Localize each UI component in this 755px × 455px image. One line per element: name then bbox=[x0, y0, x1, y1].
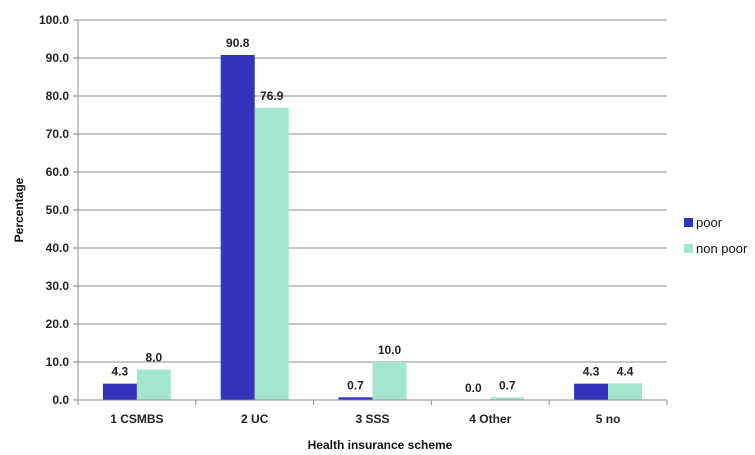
legend-label: non poor bbox=[696, 241, 748, 256]
x-tick-label: 3 SSS bbox=[355, 412, 389, 426]
y-tick-label: 40.0 bbox=[46, 241, 70, 255]
data-label: 0.0 bbox=[465, 381, 482, 395]
data-label: 8.0 bbox=[146, 351, 163, 365]
bar-poor-1 bbox=[102, 383, 137, 400]
legend-swatch-non-poor bbox=[684, 244, 693, 253]
data-label: 76.9 bbox=[260, 89, 284, 103]
bar-poor-5 bbox=[574, 383, 609, 400]
y-axis-tick-labels: 0.0 10.0 20.0 30.0 40.0 50.0 60.0 70.0 80.0 90.0 1… bbox=[39, 13, 69, 407]
x-axis-title: Health insurance scheme bbox=[308, 438, 453, 452]
legend: poor non poor bbox=[684, 215, 748, 256]
y-tick-label: 80.0 bbox=[46, 89, 70, 103]
x-axis-tick-labels: 1 CSMBS 2 UC 3 SSS 4 Other 5 no bbox=[110, 412, 620, 426]
axes bbox=[77, 20, 668, 405]
y-tick-label: 10.0 bbox=[46, 355, 70, 369]
y-tick-label: 50.0 bbox=[46, 203, 70, 217]
bar-non-poor-5 bbox=[608, 383, 643, 400]
bar-non-poor-4 bbox=[490, 397, 525, 400]
data-label: 10.0 bbox=[378, 343, 402, 357]
legend-swatch-poor bbox=[684, 218, 693, 227]
y-tick-label: 90.0 bbox=[46, 51, 70, 65]
data-label: 4.4 bbox=[617, 364, 634, 378]
y-tick-label: 70.0 bbox=[46, 127, 70, 141]
y-tick-label: 100.0 bbox=[39, 13, 69, 27]
bar-non-poor-3 bbox=[372, 362, 407, 400]
bar-non-poor-2 bbox=[254, 107, 289, 400]
data-label: 0.7 bbox=[347, 378, 364, 392]
y-tick-label: 0.0 bbox=[52, 393, 69, 407]
y-tick-label: 60.0 bbox=[46, 165, 70, 179]
y-axis-title: Percentage bbox=[12, 177, 26, 242]
x-tick-label: 5 no bbox=[596, 412, 621, 426]
data-label: 90.8 bbox=[226, 36, 250, 50]
legend-label: poor bbox=[696, 215, 723, 230]
bars bbox=[102, 54, 643, 401]
x-tick-label: 4 Other bbox=[469, 412, 511, 426]
x-tick-label: 2 UC bbox=[241, 412, 269, 426]
data-label: 0.7 bbox=[499, 378, 516, 392]
data-label: 4.3 bbox=[583, 365, 600, 379]
data-label: 4.3 bbox=[112, 365, 129, 379]
y-tick-label: 20.0 bbox=[46, 317, 70, 331]
x-tick-label: 1 CSMBS bbox=[110, 412, 163, 426]
data-labels: 4.3 8.0 90.8 76.9 0.7 10.0 0.0 0.7 4.3 4.4 bbox=[112, 36, 634, 395]
y-tick-label: 30.0 bbox=[46, 279, 70, 293]
bar-non-poor-1 bbox=[136, 369, 171, 400]
bar-poor-3 bbox=[338, 397, 373, 400]
gridlines bbox=[73, 19, 667, 401]
bar-poor-2 bbox=[220, 54, 255, 401]
